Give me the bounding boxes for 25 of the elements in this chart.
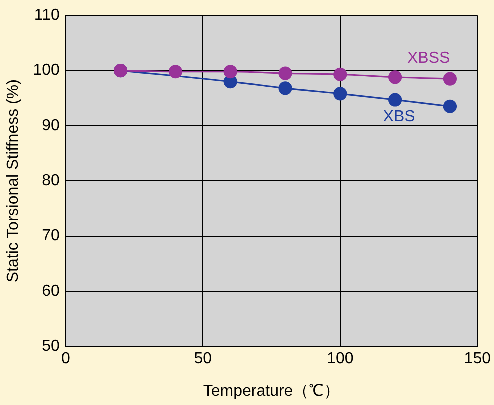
x-tick-label: 150	[464, 350, 492, 368]
point	[443, 100, 457, 114]
point	[278, 82, 292, 96]
series-label: XBS	[383, 108, 416, 126]
y-tick-label: 70	[42, 228, 60, 245]
x-axis-title: Temperature（℃）	[203, 382, 340, 400]
y-tick-label: 100	[33, 62, 60, 80]
x-tick-label: 0	[61, 350, 70, 368]
point	[168, 65, 182, 79]
point	[388, 93, 402, 107]
point	[334, 87, 348, 101]
y-tick-label: 110	[34, 7, 60, 24]
x-tick-label: 100	[327, 350, 354, 368]
point	[388, 70, 402, 84]
y-tick-label: 80	[42, 172, 60, 190]
point	[334, 68, 348, 82]
point	[224, 65, 238, 79]
y-tick-label: 50	[42, 338, 60, 356]
y-axis-title: Static Torsional Stiffness (%)	[5, 80, 22, 283]
point	[278, 66, 292, 80]
series-label: XBSS	[408, 50, 450, 68]
y-tick-label: 90	[42, 117, 60, 134]
y-tick-label: 60	[42, 282, 60, 300]
point	[443, 72, 457, 86]
x-tick-label: 50	[194, 350, 212, 368]
